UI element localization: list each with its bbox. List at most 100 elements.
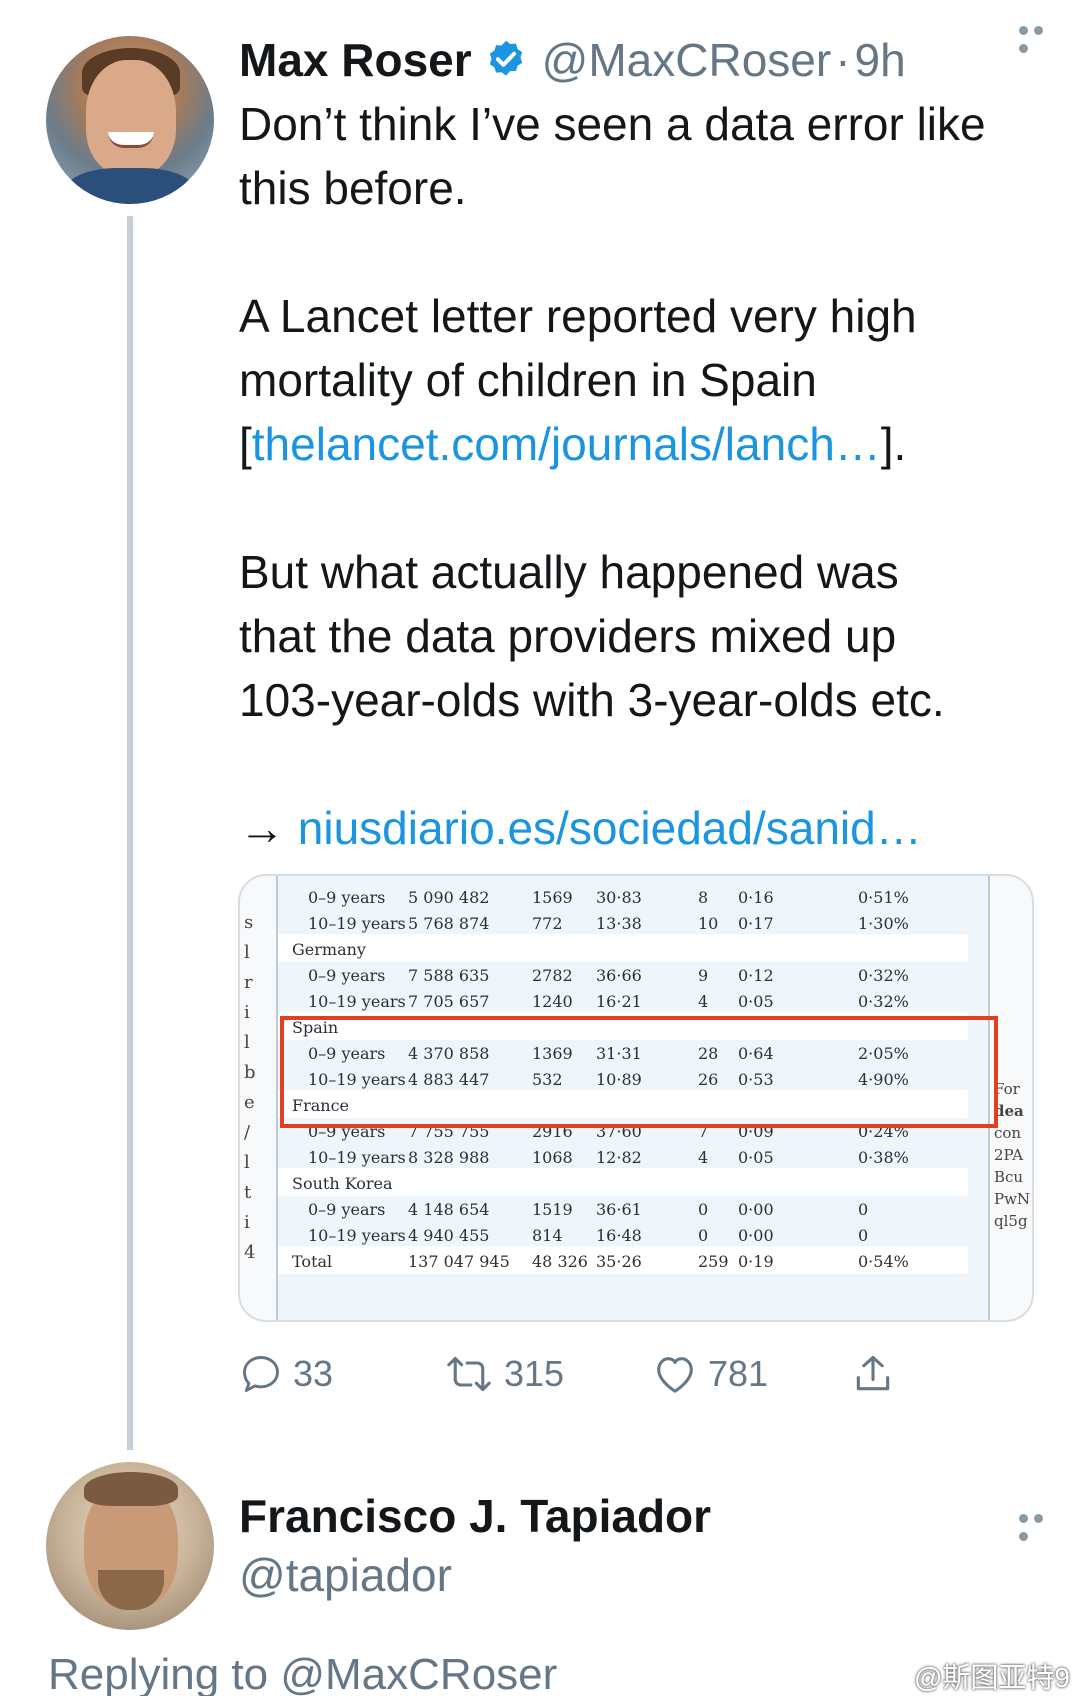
author-display-name[interactable]: Max Roser bbox=[239, 34, 472, 86]
table-cell: 2·05% bbox=[858, 1044, 909, 1063]
table-row: 10–19 years 5 768 874 772 13·38 10 0·17 1·30% bbox=[278, 908, 968, 936]
more-options-icon[interactable] bbox=[1016, 22, 1060, 53]
reply-count: 33 bbox=[293, 1353, 334, 1394]
table-cell: 0 bbox=[858, 1200, 869, 1219]
reply-author-avatar[interactable] bbox=[46, 1462, 214, 1630]
table-cell: 1·30% bbox=[858, 914, 909, 933]
table-cell: 8 328 988 bbox=[408, 1148, 490, 1167]
table-cell: 4 148 654 bbox=[408, 1200, 490, 1219]
table-cell: 5 768 874 bbox=[408, 914, 490, 933]
table-cell: 772 bbox=[532, 914, 563, 933]
table-row: 10–19 years 7 705 657 1240 16·21 4 0·05 0·32% bbox=[278, 986, 968, 1014]
niusdiario-link[interactable]: niusdiario.es/sociedad/sanid… bbox=[297, 802, 922, 854]
reply-author-display-name[interactable]: Francisco J. Tapiador bbox=[239, 1490, 712, 1542]
table-cell: Total bbox=[292, 1252, 333, 1271]
reply-more-options-icon[interactable] bbox=[1016, 1510, 1060, 1541]
tweet-line: But what actually happened was bbox=[239, 546, 899, 598]
table-cell: 259 bbox=[698, 1252, 729, 1271]
tweet-media-image[interactable]: s l r i l b e / l t i 4 0–9 years 5 090 482 1569 30·83… bbox=[238, 874, 1034, 1322]
cropped-text-fragment: s bbox=[244, 912, 254, 933]
spain-highlight-box bbox=[280, 1016, 998, 1128]
table-cell: 0–9 years bbox=[308, 966, 386, 985]
arrow-icon: → bbox=[239, 802, 285, 854]
table-group-row: Germany bbox=[278, 934, 968, 962]
table-row: 10–19 years 4 940 455 814 16·48 0 0·00 0 bbox=[278, 1220, 968, 1248]
retweet-icon bbox=[447, 1356, 491, 1392]
table-cell: 10–19 years bbox=[308, 1226, 406, 1245]
bracket-open: [ bbox=[239, 418, 252, 470]
cropped-text-fragment: b bbox=[244, 1062, 256, 1083]
table-cell: 1569 bbox=[532, 888, 573, 907]
table-cell: 0·05 bbox=[738, 992, 774, 1011]
heart-icon bbox=[657, 1357, 693, 1393]
table-row: 0–9 years 5 090 482 1569 30·83 8 0·16 0·51% bbox=[278, 882, 968, 910]
table-cell: 1068 bbox=[532, 1148, 573, 1167]
tweet-timestamp[interactable]: 9h bbox=[854, 34, 906, 86]
retweet-button[interactable]: 315 bbox=[444, 1344, 564, 1404]
table-cell: 0 bbox=[698, 1200, 709, 1219]
table-cell: 0·38% bbox=[858, 1148, 909, 1167]
reply-author-handle[interactable]: @tapiador bbox=[239, 1549, 452, 1601]
verified-badge-icon bbox=[489, 40, 522, 76]
table-group-row: France bbox=[278, 1090, 968, 1118]
thread-line bbox=[127, 216, 133, 1450]
table-row: Total 137 047 945 48 326 35·26 259 0·19 0·54% bbox=[278, 1246, 968, 1274]
cropped-text-fragment: 2PA bbox=[994, 1146, 1024, 1164]
author-handle[interactable]: @MaxCRoser bbox=[541, 34, 832, 86]
tweet-actions: 33 315 781 bbox=[239, 1344, 959, 1404]
table-cell: 28 bbox=[698, 1044, 719, 1063]
table-row: 0–9 years 4 370 858 1369 31·31 28 0·64 2·05% bbox=[278, 1038, 968, 1066]
avatar-face bbox=[86, 60, 176, 175]
replying-to-label[interactable]: Replying to @MaxCRoser bbox=[48, 1650, 558, 1696]
table-cell: 16·48 bbox=[596, 1226, 642, 1245]
table-group-label: France bbox=[292, 1096, 350, 1115]
cropped-text-fragment: l bbox=[244, 1032, 250, 1053]
table-row: 0–9 years 7 588 635 2782 36·66 9 0·12 0·32% bbox=[278, 960, 968, 988]
cropped-text-fragment: Bcu bbox=[994, 1168, 1024, 1186]
table-cell: 7 588 635 bbox=[408, 966, 490, 985]
author-avatar[interactable] bbox=[46, 36, 214, 204]
media-left-edge: s l r i l b e / l t i 4 bbox=[240, 876, 276, 1320]
table-cell: 12·82 bbox=[596, 1148, 642, 1167]
table-cell: 9 bbox=[698, 966, 709, 985]
cropped-text-fragment: l bbox=[244, 942, 250, 963]
tweet-text: Don’t think I’ve seen a data error like … bbox=[239, 92, 1059, 860]
table-cell: 7 bbox=[698, 1122, 709, 1141]
cropped-text-fragment: con bbox=[994, 1124, 1022, 1142]
media-table-panel: 0–9 years 5 090 482 1569 30·83 8 0·16 0·51% 10–… bbox=[276, 876, 990, 1320]
cropped-text-fragment: e bbox=[244, 1092, 255, 1113]
table-cell: 0·64 bbox=[738, 1044, 774, 1063]
like-button[interactable]: 781 bbox=[652, 1344, 768, 1404]
cropped-text-fragment: i bbox=[244, 1212, 250, 1233]
table-cell: 4·90% bbox=[858, 1070, 909, 1089]
table-cell: 0·54% bbox=[858, 1252, 909, 1271]
share-button[interactable] bbox=[851, 1344, 905, 1404]
table-cell: 0·19 bbox=[738, 1252, 774, 1271]
table-cell: 0·32% bbox=[858, 992, 909, 1011]
cropped-text-fragment: ql5g bbox=[994, 1212, 1028, 1230]
table-cell: 0·16 bbox=[738, 888, 774, 907]
table-cell: 4 bbox=[698, 992, 709, 1011]
tweet-line: A Lancet letter reported very high bbox=[239, 290, 917, 342]
table-cell: 2782 bbox=[532, 966, 573, 985]
cropped-text-fragment: l bbox=[244, 1152, 250, 1173]
tweet-line: Don’t think I’ve seen a data error like bbox=[239, 98, 986, 150]
avatar-hair bbox=[84, 1472, 178, 1506]
reply-button[interactable]: 33 bbox=[239, 1344, 333, 1404]
table-row: 10–19 years 8 328 988 1068 12·82 4 0·05 0·38% bbox=[278, 1142, 968, 1170]
weibo-watermark: @斯图亚特9 bbox=[914, 1662, 1070, 1693]
table-cell: 30·83 bbox=[596, 888, 642, 907]
header-separator: · bbox=[835, 34, 851, 86]
table-cell: 1369 bbox=[532, 1044, 573, 1063]
table-cell: 0–9 years bbox=[308, 888, 386, 907]
cropped-text-fragment: r bbox=[244, 972, 253, 993]
table-cell: 4 370 858 bbox=[408, 1044, 490, 1063]
tweet-line: this before. bbox=[239, 162, 467, 214]
table-cell: 0·32% bbox=[858, 966, 909, 985]
lancet-link[interactable]: thelancet.com/journals/lanch… bbox=[251, 418, 881, 470]
avatar-shirt bbox=[64, 168, 196, 204]
table-cell: 4 883 447 bbox=[408, 1070, 490, 1089]
table-cell: 0–9 years bbox=[308, 1044, 386, 1063]
tweet-header: Max Roser @MaxCRoser · 9h bbox=[239, 30, 1060, 90]
table-cell: 0·00 bbox=[738, 1200, 774, 1219]
